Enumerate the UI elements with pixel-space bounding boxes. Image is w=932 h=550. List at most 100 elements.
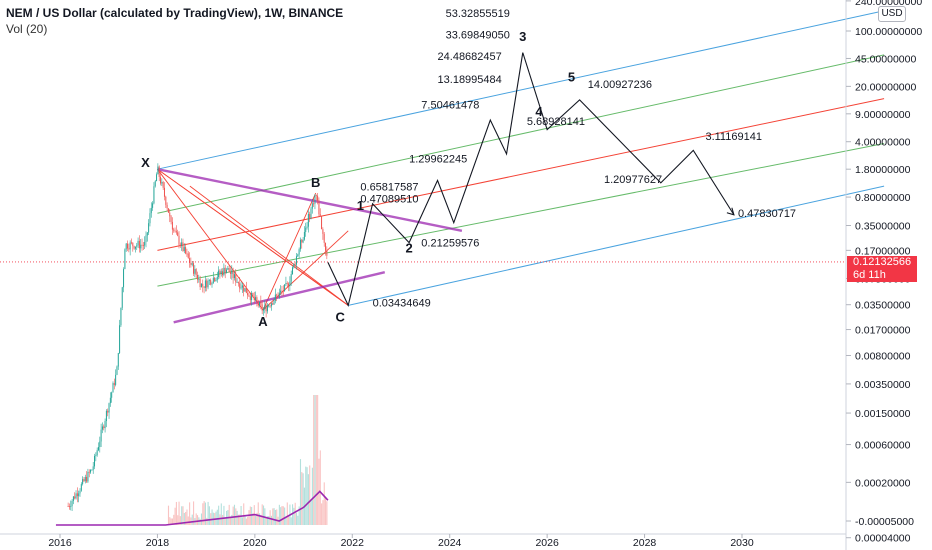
candle-body bbox=[319, 214, 321, 217]
volume-indicator-label[interactable]: Vol (20) bbox=[6, 22, 48, 36]
volume-bar bbox=[203, 501, 205, 525]
candle-body bbox=[156, 174, 158, 182]
volume-bar bbox=[259, 513, 261, 525]
y-tick-label: 0.01700000 bbox=[855, 325, 911, 337]
candle-body bbox=[318, 200, 320, 215]
candle-body bbox=[189, 258, 191, 263]
volume-bar bbox=[245, 518, 247, 525]
channel-line-blue bbox=[348, 185, 885, 306]
candle-body bbox=[236, 282, 238, 283]
price-annotation: 14.00927236 bbox=[588, 79, 652, 91]
candle-body bbox=[281, 290, 283, 292]
candle-body bbox=[200, 283, 202, 288]
candle-body bbox=[119, 325, 121, 354]
candle-body bbox=[222, 271, 224, 276]
volume-bar bbox=[310, 500, 312, 525]
candle-body bbox=[299, 239, 301, 250]
volume-bar bbox=[251, 507, 253, 525]
volume-bar bbox=[206, 517, 208, 525]
candle-body bbox=[67, 506, 69, 507]
candle-body bbox=[204, 280, 206, 288]
price-annotation: 0.03434649 bbox=[373, 298, 431, 310]
candle-body bbox=[223, 267, 225, 276]
candle-body bbox=[224, 267, 226, 274]
volume-bar bbox=[293, 507, 295, 525]
candle-body bbox=[227, 268, 229, 270]
y-tick-label: 45.00000000 bbox=[855, 53, 916, 65]
candle-body bbox=[306, 226, 308, 228]
candle-body bbox=[233, 274, 235, 279]
candle-body bbox=[317, 195, 319, 201]
candle-body bbox=[150, 207, 152, 214]
y-tick-label: 100.00000000 bbox=[855, 26, 922, 38]
candle-body bbox=[97, 447, 99, 451]
candle-body bbox=[120, 307, 122, 326]
volume-bar bbox=[177, 515, 179, 525]
candle-body bbox=[128, 248, 130, 250]
wave-label-2: 2 bbox=[406, 240, 413, 255]
volume-bar bbox=[325, 496, 327, 525]
volume-bar bbox=[224, 517, 226, 525]
candle-body bbox=[280, 290, 282, 293]
volume-bar bbox=[301, 472, 303, 525]
candle-body bbox=[174, 230, 176, 232]
candle-body bbox=[202, 283, 204, 287]
trend-line bbox=[157, 168, 463, 232]
volume-bar bbox=[269, 510, 271, 525]
harmonic-point-c: C bbox=[336, 309, 346, 324]
candle-body bbox=[74, 496, 76, 499]
price-annotation: 1.20977627 bbox=[604, 174, 662, 186]
candle-body bbox=[157, 166, 159, 175]
volume-bar bbox=[228, 504, 230, 525]
candle-body bbox=[321, 216, 323, 230]
price-annotation: 33.69849050 bbox=[446, 30, 510, 42]
candle-body bbox=[80, 484, 82, 491]
candle-body bbox=[83, 479, 85, 482]
x-tick-label: 2020 bbox=[243, 537, 267, 549]
volume-bar bbox=[244, 515, 246, 525]
candle-body bbox=[161, 182, 163, 184]
candle-body bbox=[165, 196, 167, 205]
candle-body bbox=[272, 303, 274, 305]
candle-body bbox=[105, 410, 107, 422]
candle-body bbox=[219, 270, 221, 274]
volume-bar bbox=[181, 506, 183, 525]
candle-body bbox=[195, 269, 197, 275]
volume-bar bbox=[239, 514, 241, 525]
candle-body bbox=[276, 294, 278, 296]
candle-body bbox=[153, 186, 155, 204]
currency-button[interactable]: USD bbox=[878, 6, 906, 22]
candle-body bbox=[173, 229, 175, 231]
volume-bar bbox=[243, 503, 245, 525]
volume-bar bbox=[170, 518, 172, 525]
candle-body bbox=[286, 283, 288, 284]
candle-body bbox=[266, 305, 268, 312]
volume-bar bbox=[305, 466, 307, 525]
volume-bar bbox=[236, 510, 238, 525]
candle-body bbox=[292, 267, 294, 275]
volume-bars bbox=[55, 395, 329, 526]
candle-body bbox=[240, 287, 242, 289]
volume-bar bbox=[326, 501, 328, 525]
candle-body bbox=[237, 282, 239, 284]
candle-body bbox=[133, 246, 135, 249]
price-annotation: 0.47089510 bbox=[360, 194, 418, 206]
candle-body bbox=[285, 283, 287, 285]
candle-body bbox=[295, 256, 297, 265]
x-tick-label: 2016 bbox=[48, 537, 72, 549]
y-tick-label: 0.00020000 bbox=[855, 477, 911, 489]
volume-bar bbox=[189, 502, 191, 525]
volume-bar bbox=[281, 506, 283, 525]
volume-bar bbox=[298, 506, 300, 525]
volume-bar bbox=[207, 501, 209, 525]
volume-bar bbox=[272, 508, 274, 525]
candle-body bbox=[199, 278, 201, 288]
candle-body bbox=[125, 243, 127, 250]
wave-label-1: 1 bbox=[357, 198, 364, 213]
fan-line bbox=[157, 168, 264, 311]
projection-path bbox=[327, 52, 735, 308]
candle-body bbox=[171, 221, 173, 230]
volume-bar bbox=[229, 517, 232, 525]
candle-body bbox=[138, 240, 140, 249]
